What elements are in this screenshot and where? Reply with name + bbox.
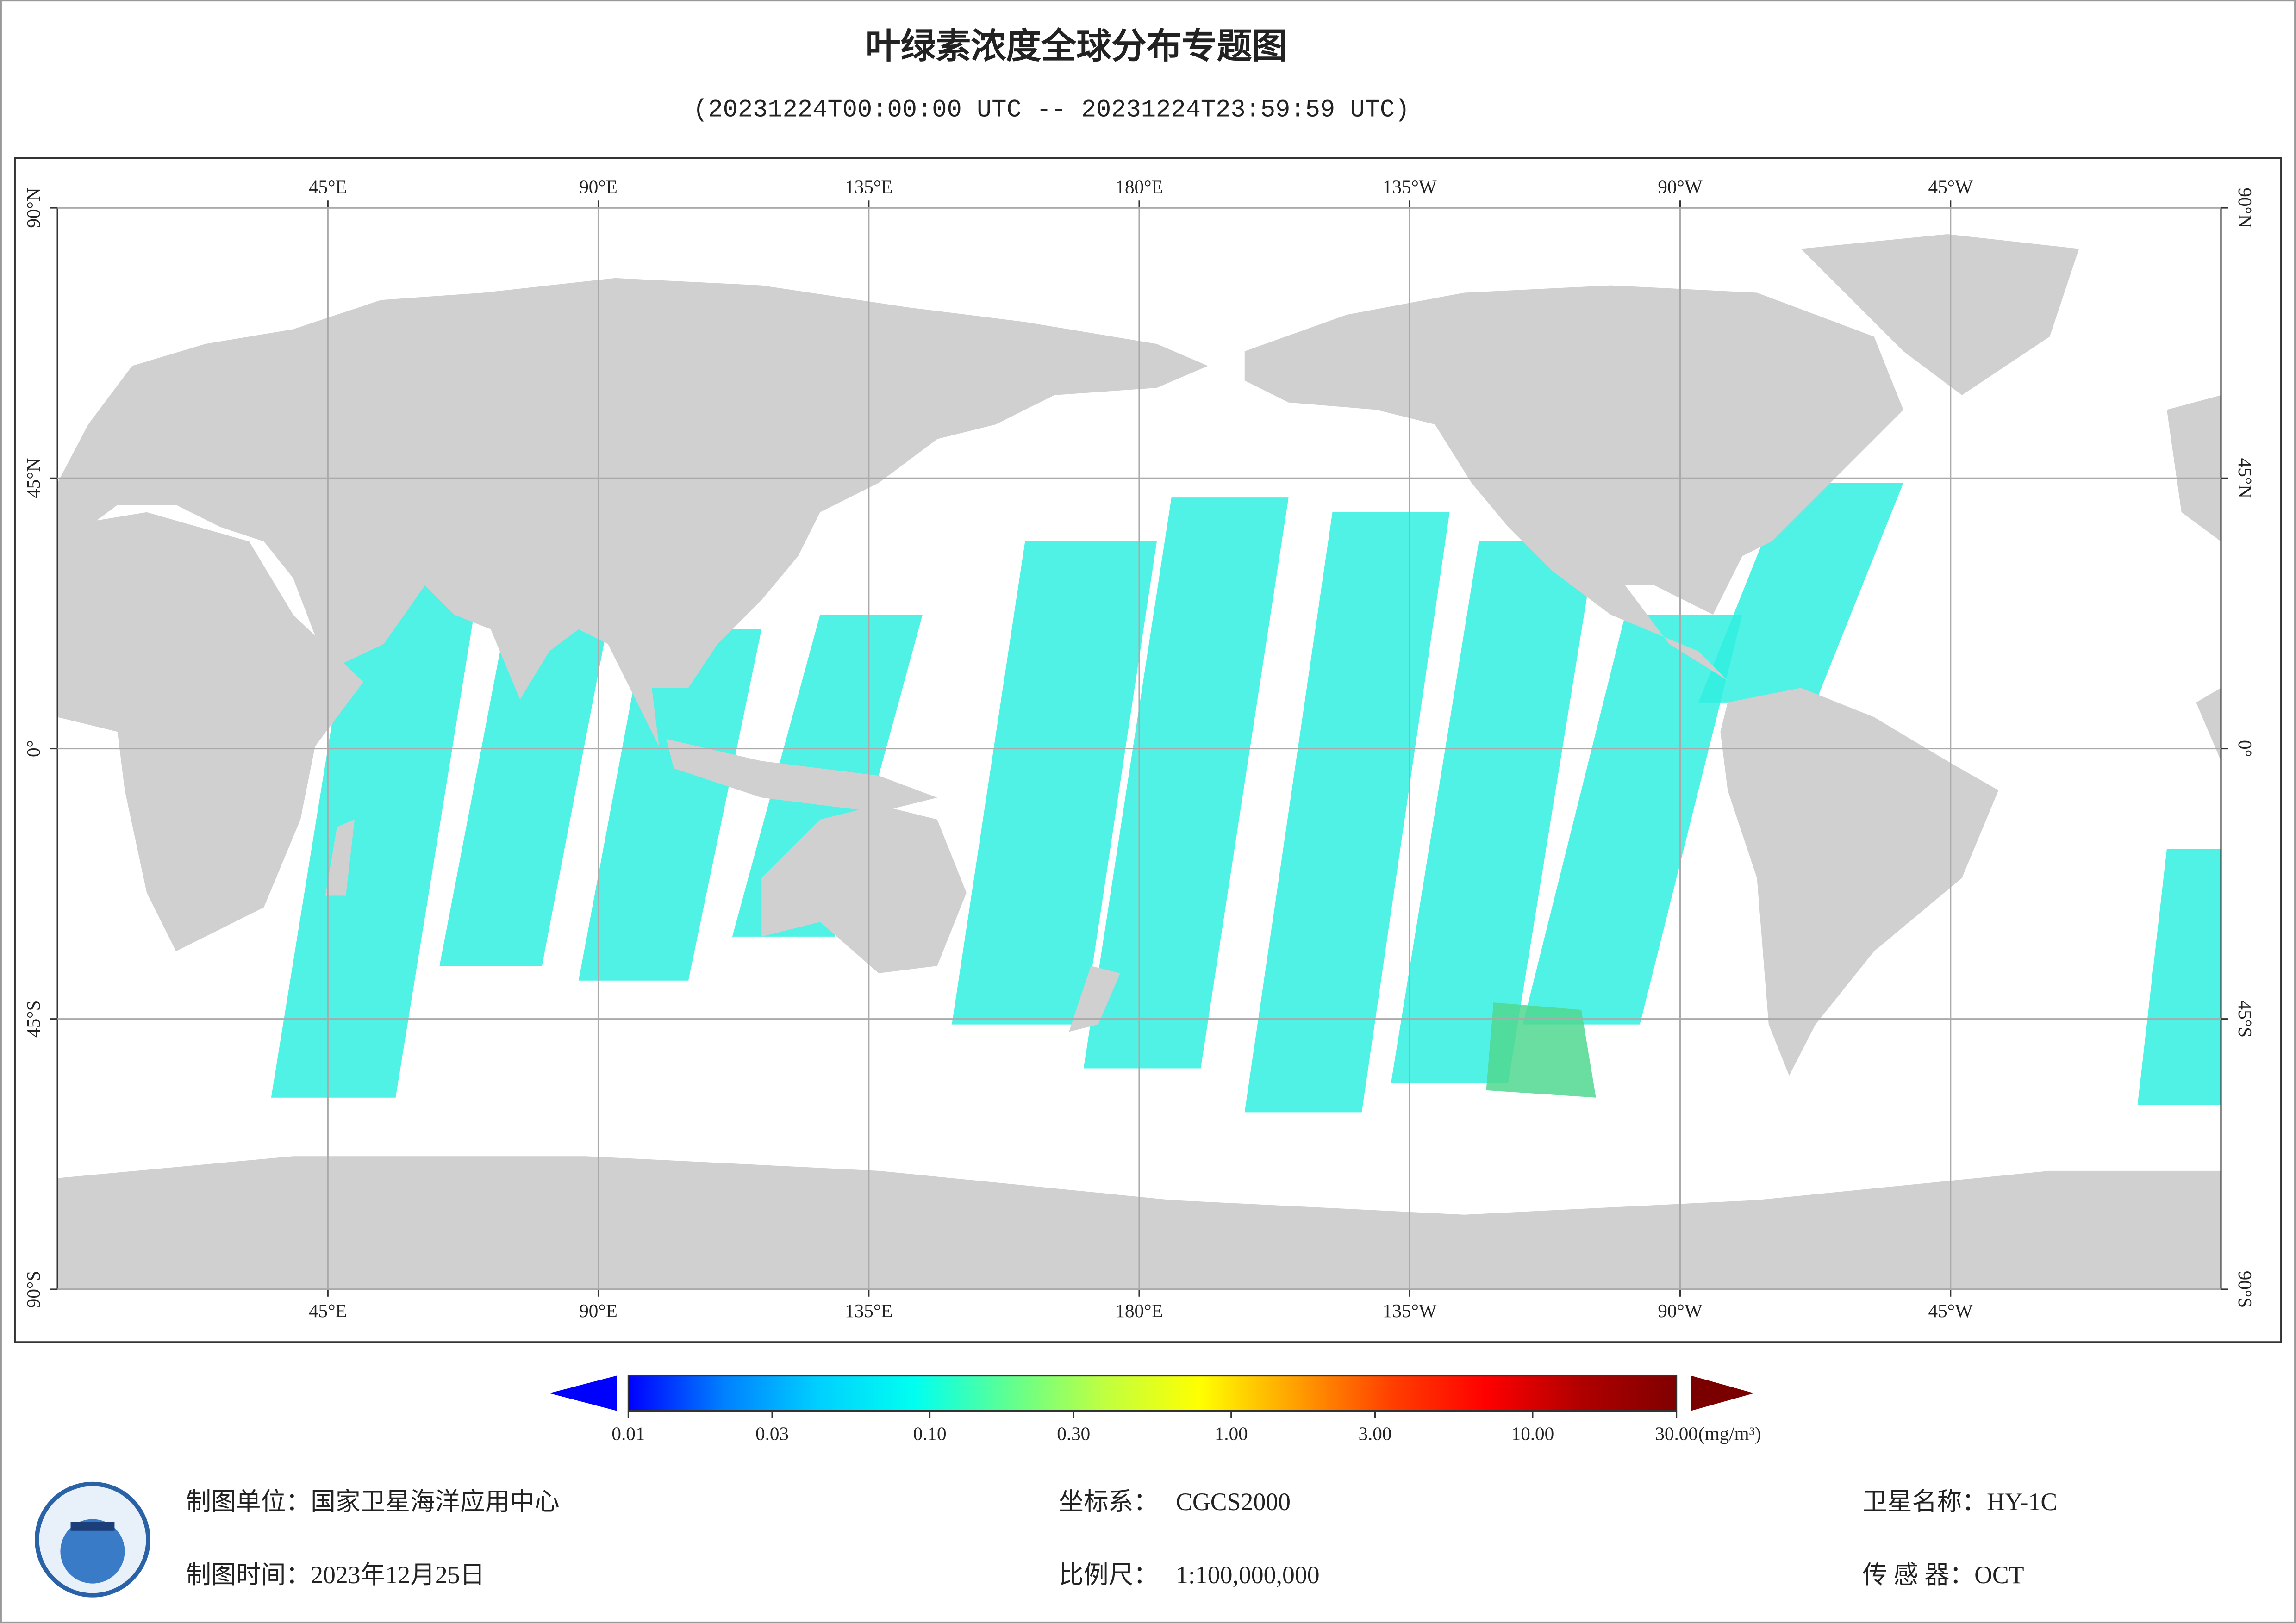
footer-crs: 坐标系： CGCS2000 [1059, 1488, 1291, 1516]
footer-time: 制图时间：2023年12月25日 [186, 1561, 485, 1589]
lon-label-top: 135°E [845, 176, 892, 197]
colorbar-label: 0.10 [913, 1423, 947, 1444]
africa [57, 512, 364, 951]
colorbar-label: 3.00 [1358, 1423, 1391, 1444]
lat-label-left: 45°N [23, 458, 44, 498]
colorbar-label: 10.00 [1511, 1423, 1554, 1444]
swath [952, 541, 1157, 1025]
footer-unit: 制图单位：国家卫星海洋应用中心 [186, 1488, 559, 1516]
footer-satellite: 卫星名称：HY-1C [1862, 1488, 2057, 1516]
colorbar-unit: (mg/m³) [1698, 1423, 1761, 1445]
lat-label-left: 90°N [23, 187, 44, 228]
lon-label-top: 90°E [579, 176, 618, 197]
logo [35, 1481, 150, 1598]
colorbar-label: 0.01 [611, 1423, 645, 1444]
europe-west [2166, 395, 2221, 542]
swath [2137, 849, 2221, 1105]
lon-label-bottom: 135°E [845, 1300, 892, 1321]
lat-label-right: 90°N [2234, 187, 2256, 228]
lat-label-left: 0° [23, 740, 44, 757]
lon-label-bottom: 135°W [1383, 1300, 1437, 1321]
eurasia [57, 278, 1208, 746]
lat-label-right: 90°S [2234, 1271, 2256, 1308]
label: 制图时间： [186, 1561, 311, 1589]
south-america [1720, 688, 1999, 1076]
value: OCT [1974, 1561, 2024, 1589]
lon-label-top: 180°E [1115, 176, 1163, 197]
logo-satellite [70, 1522, 115, 1531]
colorbar-low-arrow [549, 1375, 617, 1411]
swath [439, 585, 615, 966]
lon-label-bottom: 180°E [1115, 1300, 1163, 1321]
swath [1698, 483, 1903, 703]
subtitle: (20231224T00:00:00 UTC -- 20231224T23:59… [693, 96, 1410, 124]
lon-label-top: 45°W [1928, 176, 1973, 197]
swath [1522, 615, 1742, 1025]
label: 卫星名称： [1862, 1488, 1987, 1516]
value: HY-1C [1987, 1488, 2057, 1516]
swath [1391, 541, 1596, 1083]
australia [761, 805, 967, 973]
africa-west [2196, 688, 2221, 761]
lon-label-bottom: 90°E [579, 1300, 618, 1321]
value: 2023年12月25日 [311, 1561, 485, 1589]
lat-label-right: 45°S [2234, 1001, 2256, 1038]
lon-label-top: 135°W [1383, 176, 1437, 197]
label: 比例尺： [1059, 1561, 1158, 1589]
swath [1244, 512, 1450, 1113]
lon-label-top: 90°W [1658, 176, 1703, 197]
lon-label-bottom: 90°W [1658, 1300, 1703, 1321]
footer-scale: 比例尺： 1:100,000,000 [1059, 1561, 1320, 1589]
swath [578, 629, 762, 981]
swath [271, 556, 484, 1098]
value: CGCS2000 [1176, 1488, 1291, 1516]
new-zealand [1069, 966, 1120, 1032]
lon-label-top: 45°E [309, 176, 347, 197]
label: 坐标系： [1059, 1488, 1158, 1516]
lat-label-left: 90°S [23, 1271, 44, 1308]
colorbar-label: 1.00 [1215, 1423, 1248, 1444]
lon-label-bottom: 45°W [1928, 1300, 1973, 1321]
lat-label-right: 45°N [2234, 458, 2256, 498]
value: 1:100,000,000 [1176, 1561, 1320, 1589]
colorbar [627, 1374, 1678, 1412]
swath [1486, 1002, 1596, 1098]
logo-globe [60, 1519, 125, 1584]
swath [1083, 497, 1289, 1069]
madagascar [325, 819, 355, 896]
colorbar-label: 30.00 [1655, 1423, 1697, 1444]
label: 传 感 器： [1862, 1561, 1974, 1589]
lon-label-bottom: 45°E [309, 1300, 347, 1321]
colorbar-label: 0.30 [1057, 1423, 1090, 1444]
title: 叶绿素浓度全球分布专题图 [866, 25, 1287, 66]
lat-label-left: 45°S [23, 1001, 44, 1038]
footer-sensor: 传 感 器：OCT [1862, 1561, 2024, 1589]
value: 国家卫星海洋应用中心 [311, 1488, 560, 1516]
colorbar-label: 0.03 [755, 1423, 789, 1444]
greenland [1801, 234, 2079, 395]
label: 制图单位： [186, 1488, 311, 1516]
chlorophyll-swaths [271, 483, 2221, 1113]
map-frame [14, 157, 2282, 1343]
colorbar-high-arrow [1691, 1375, 1754, 1411]
lat-label-right: 0° [2234, 740, 2256, 757]
